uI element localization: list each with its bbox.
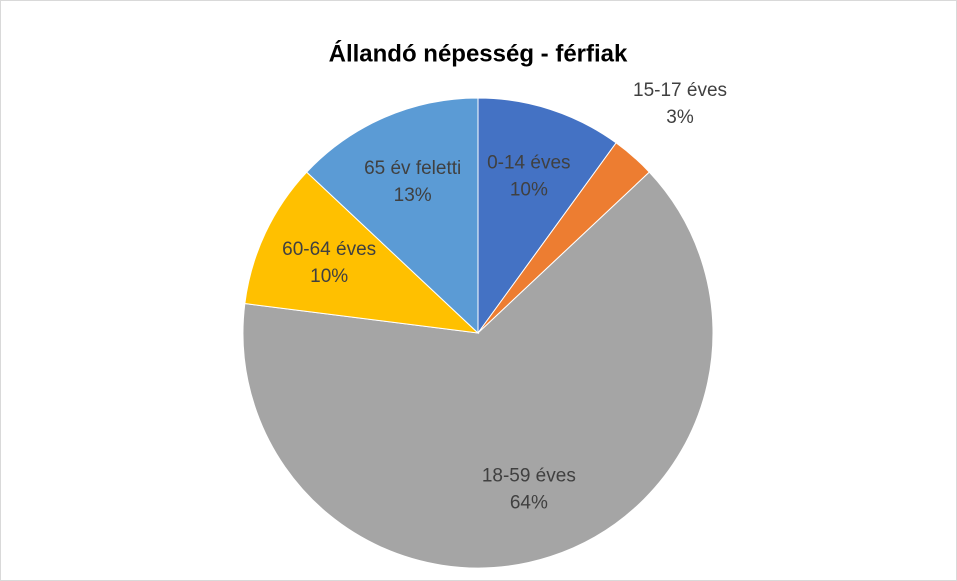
slice-label: 18-59 éves <box>482 465 576 486</box>
slice-value-label: 64% <box>510 492 548 513</box>
slice-label: 0-14 éves <box>487 153 570 174</box>
chart-title: Állandó népesség - férfiak <box>329 39 628 67</box>
slice-label: 60-64 éves <box>282 239 376 260</box>
pie-slice <box>242 171 714 569</box>
slice-value-label: 3% <box>666 107 694 128</box>
slice-value-label: 10% <box>510 180 548 201</box>
slice-value-label: 13% <box>394 185 432 206</box>
pie-slice <box>305 97 479 335</box>
pie-slice <box>477 97 617 335</box>
pie-slice <box>244 171 480 334</box>
slice-value-label: 10% <box>310 266 348 287</box>
slice-label: 65 év feletti <box>364 158 461 179</box>
slice-label: 15-17 éves <box>633 80 727 101</box>
